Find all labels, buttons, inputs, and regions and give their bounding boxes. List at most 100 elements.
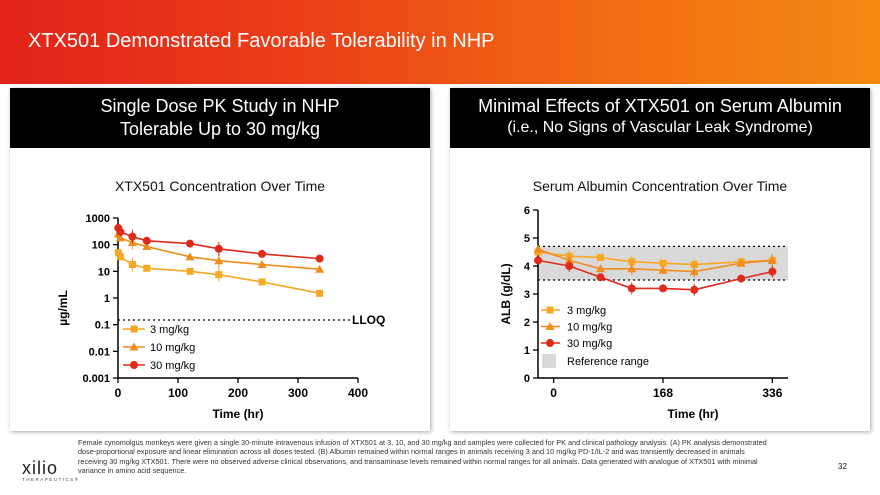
pk-legend-label: 3 mg/kg [150,324,189,336]
pk-y-tick-label: 0.01 [89,346,110,358]
albumin-y-tick-label: 3 [524,289,530,301]
albumin-chart-title: Serum Albumin Concentration Over Time [532,178,788,194]
albumin-data-point [690,261,698,269]
pk-data-point [186,239,194,248]
albumin-y-tick-label: 4 [524,261,531,273]
albumin-data-point [659,284,667,293]
albumin-series-line [537,251,773,266]
albumin-y-tick-label: 2 [524,317,530,329]
pk-data-point [116,253,124,261]
albumin-legend-marker [546,339,554,347]
pk-y-tick-label: 100 [92,240,110,252]
pk-data-point [128,232,137,241]
albumin-legend-label: 30 mg/kg [567,338,612,350]
pk-data-point [315,254,324,263]
albumin-x-axis-title: Time (hr) [667,407,718,421]
pk-legend-marker [130,361,138,369]
albumin-data-point [533,244,543,253]
albumin-legend-reference-swatch [542,354,556,368]
pk-header-line2: Tolerable Up to 30 mg/kg [119,119,321,139]
pk-data-point [257,260,267,269]
pk-legend-label: 30 mg/kg [150,360,195,372]
pk-data-point [316,289,324,297]
pk-data-point [114,249,122,257]
albumin-legend-label: 10 mg/kg [567,322,612,334]
pk-data-point [258,249,266,258]
albumin-data-point [534,256,542,265]
pk-data-point [116,227,125,236]
pk-x-axis-title: Time (hr) [212,407,263,421]
pk-data-point [214,244,223,253]
pk-x-tick-label: 100 [168,386,188,400]
pk-x-tick-label: 200 [228,386,248,400]
albumin-panel-header: Minimal Effects of XTX501 on Serum Album… [450,88,870,148]
logo-tagline: THERAPEUTICS® [22,477,80,482]
albumin-y-tick-label: 1 [524,345,530,357]
albumin-data-point [658,265,668,274]
albumin-series-line [537,248,773,273]
albumin-y-tick-label: 0 [524,373,530,385]
pk-chart: 0.001 0.01 0.1 1 10 100 1000 0 100 200 300 400 Time … [56,213,385,421]
logo-wordmark: xilio [22,458,59,478]
albumin-legend-marker [546,306,554,314]
pk-y-tick-label: 0.001 [82,373,110,385]
pk-x-tick-label: 300 [288,386,308,400]
pk-legend-marker [130,325,138,333]
albumin-data-point [564,255,574,264]
albumin-data-point [627,284,636,293]
pk-header-line1: Single Dose PK Study in NHP [100,96,340,116]
albumin-legend-marker [545,322,555,330]
pk-y-axis-title: µg/mL [56,290,70,326]
pk-panel: Single Dose PK Study in NHP Tolerable Up… [10,88,430,431]
footnote: Female cynomolgus monkeys were given a s… [78,438,767,475]
pk-x-tick-label: 0 [115,386,122,400]
albumin-y-tick-label: 5 [524,233,530,245]
albumin-x-tick-label: 336 [762,386,782,400]
albumin-data-point [565,262,574,270]
pk-data-point [143,264,151,272]
pk-x-tick-label: 400 [348,386,368,400]
pk-data-point [142,236,151,245]
slide-title: XTX501 Demonstrated Favorable Tolerabili… [28,30,495,52]
pk-data-point [214,256,224,265]
pk-data-point [115,233,125,242]
albumin-data-point [628,258,636,266]
pk-y-tick-label: 1000 [86,213,110,225]
pk-data-point [315,264,325,273]
albumin-data-point [596,264,605,273]
title-banner: XTX501 Demonstrated Favorable Tolerabili… [0,0,880,84]
albumin-data-point [659,259,667,267]
albumin-x-tick-label: 168 [653,386,673,400]
albumin-data-point [737,274,746,283]
albumin-data-point [597,254,604,262]
albumin-legend-reference-label: Reference range [567,356,649,368]
lloq-label: LLOQ [352,313,385,327]
pk-y-tick-label: 0.1 [95,320,110,332]
pk-panel-header: Single Dose PK Study in NHP Tolerable Up… [10,88,430,148]
albumin-data-point [689,267,699,276]
albumin-data-point [767,255,777,264]
pk-data-point [186,267,194,275]
pk-chart-title: XTX501 Concentration Over Time [114,178,326,194]
albumin-data-point [627,264,637,273]
albumin-panel: Minimal Effects of XTX501 on Serum Album… [450,88,870,431]
pk-data-point [128,261,136,269]
albumin-chart: 0 1 2 3 4 5 6 0 168 336 Time (hr) ALB (g/dL) 3 mg/kg… [499,205,788,421]
albumin-legend-label: 3 mg/kg [567,305,606,317]
pk-data-point [185,252,195,261]
pk-data-point [215,271,223,279]
albumin-data-point [736,258,746,267]
pk-data-point [258,278,266,286]
albumin-y-axis-title: ALB (g/dL) [499,263,513,324]
albumin-header-line1: Minimal Effects of XTX501 on Serum Album… [478,96,842,116]
albumin-data-point [690,285,699,294]
albumin-header-line2: (i.e., No Signs of Vascular Leak Syndrom… [507,119,813,136]
albumin-series-line [537,259,773,291]
pk-data-point [142,242,152,251]
albumin-x-tick-label: 0 [550,386,557,400]
pk-legend-marker [129,342,139,351]
company-logo: xilio THERAPEUTICS® [22,458,80,482]
albumin-data-point [596,273,605,282]
pk-legend-label: 10 mg/kg [150,342,195,354]
page-number: 32 [838,462,847,471]
